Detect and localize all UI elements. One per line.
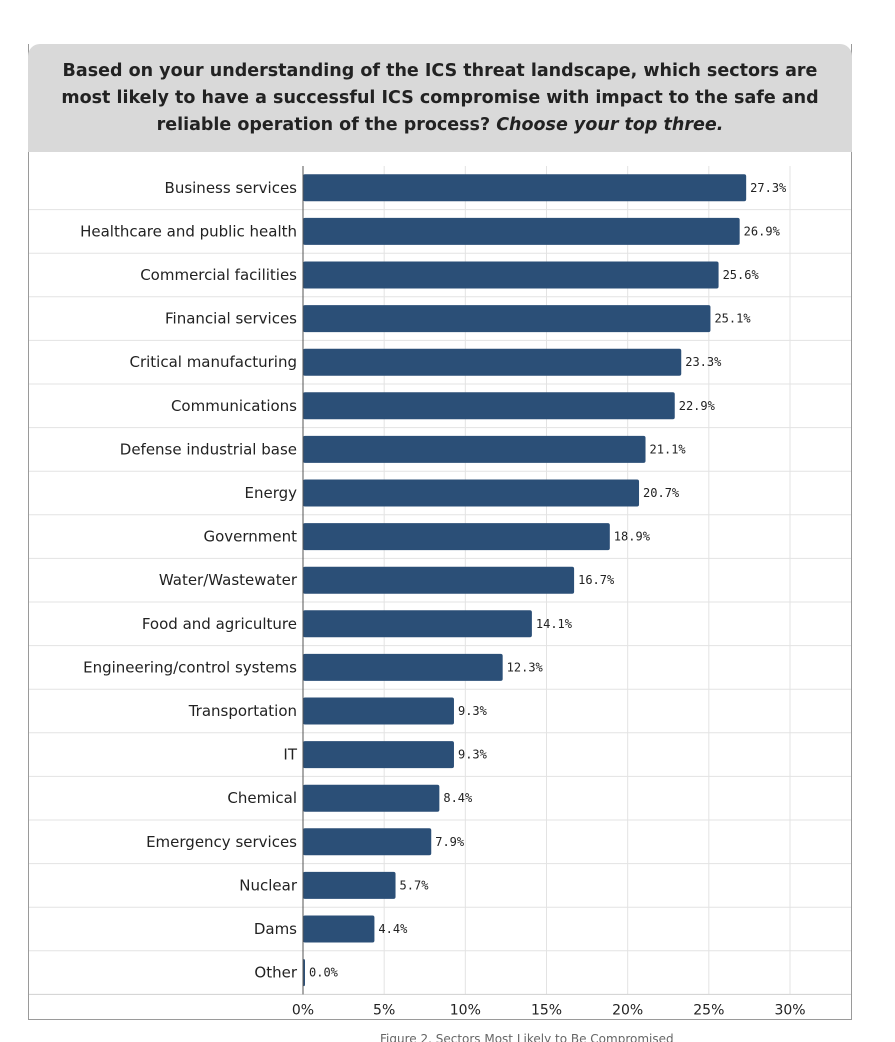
x-tick-label: 20% [612, 1002, 643, 1018]
figure-caption: Figure 2. Sectors Most Likely to Be Comp… [380, 1028, 880, 1042]
category-label: Healthcare and public health [80, 222, 297, 240]
category-label: IT [283, 746, 297, 764]
category-label: Commercial facilities [140, 266, 297, 284]
category-label: Food and agriculture [142, 615, 297, 633]
chart-card [28, 44, 852, 1020]
bar [303, 435, 646, 463]
bar [303, 610, 532, 638]
bar [303, 305, 711, 333]
x-tick-label: 25% [693, 1002, 724, 1018]
value-label: 20.7% [643, 486, 680, 500]
bar [303, 653, 503, 681]
bar [303, 566, 575, 594]
bars [303, 174, 747, 987]
value-label: 9.3% [458, 748, 488, 762]
x-tick-labels: 0% 5% 10% 15% 20% 25% 30% [292, 1002, 806, 1018]
value-label: 12.3% [507, 660, 544, 674]
bar [303, 523, 610, 551]
value-label: 8.4% [443, 791, 473, 805]
value-label: 27.3% [750, 181, 787, 195]
value-labels: 27.3% 26.9% 25.6% 25.1% 23.3% 22.9% 21.1% 20.7%… [309, 181, 787, 980]
category-label: Engineering/control systems [83, 658, 297, 676]
category-label: Other [254, 964, 297, 982]
bar [303, 261, 719, 289]
bar [303, 392, 675, 420]
value-label: 5.7% [400, 878, 430, 892]
value-label: 21.1% [650, 442, 687, 456]
category-label: Communications [171, 397, 297, 415]
value-label: 9.3% [458, 704, 488, 718]
figure-caption-text: Figure 2. Sectors Most Likely to Be Comp… [380, 1032, 674, 1042]
bar [303, 871, 396, 899]
category-label: Energy [244, 484, 297, 502]
bar [303, 479, 640, 507]
chart-title-main: Based on your understanding of the ICS t… [61, 61, 819, 135]
value-label: 25.6% [723, 268, 760, 282]
category-labels: Business services Healthcare and public h… [80, 179, 298, 982]
value-label: 14.1% [536, 617, 573, 631]
value-label: 4.4% [378, 922, 408, 936]
x-tick-label: 0% [292, 1002, 314, 1018]
category-label: Water/Wastewater [159, 571, 298, 589]
x-tick-label: 15% [531, 1002, 562, 1018]
value-label: 16.7% [578, 573, 615, 587]
value-label: 23.3% [685, 355, 722, 369]
category-label: Nuclear [239, 876, 298, 894]
bar [303, 828, 432, 856]
bar [303, 697, 454, 725]
value-label: 26.9% [744, 224, 781, 238]
bar [303, 784, 440, 812]
value-label: 0.0% [309, 966, 339, 980]
category-label: Emergency services [146, 833, 297, 851]
chart-title: Based on your understanding of the ICS t… [46, 58, 834, 139]
bar [303, 174, 747, 202]
category-label: Government [203, 528, 297, 546]
x-tick-label: 5% [373, 1002, 395, 1018]
category-label: Chemical [227, 789, 297, 807]
bar [303, 741, 454, 769]
category-label: Business services [165, 179, 298, 197]
category-label: Defense industrial base [120, 440, 297, 458]
chart-title-box: Based on your understanding of the ICS t… [28, 44, 852, 152]
category-label: Financial services [165, 310, 297, 328]
value-label: 7.9% [435, 835, 465, 849]
category-label: Critical manufacturing [129, 353, 297, 371]
category-label: Dams [254, 920, 297, 938]
value-label: 25.1% [714, 312, 751, 326]
chart-title-emphasis: Choose your top three. [496, 115, 724, 135]
value-label: 22.9% [679, 399, 716, 413]
value-label: 18.9% [614, 530, 651, 544]
x-tick-label: 30% [774, 1002, 805, 1018]
bar [303, 348, 682, 376]
bar [303, 915, 375, 943]
x-tick-label: 10% [450, 1002, 481, 1018]
category-label: Transportation [188, 702, 297, 720]
bar [303, 217, 740, 245]
